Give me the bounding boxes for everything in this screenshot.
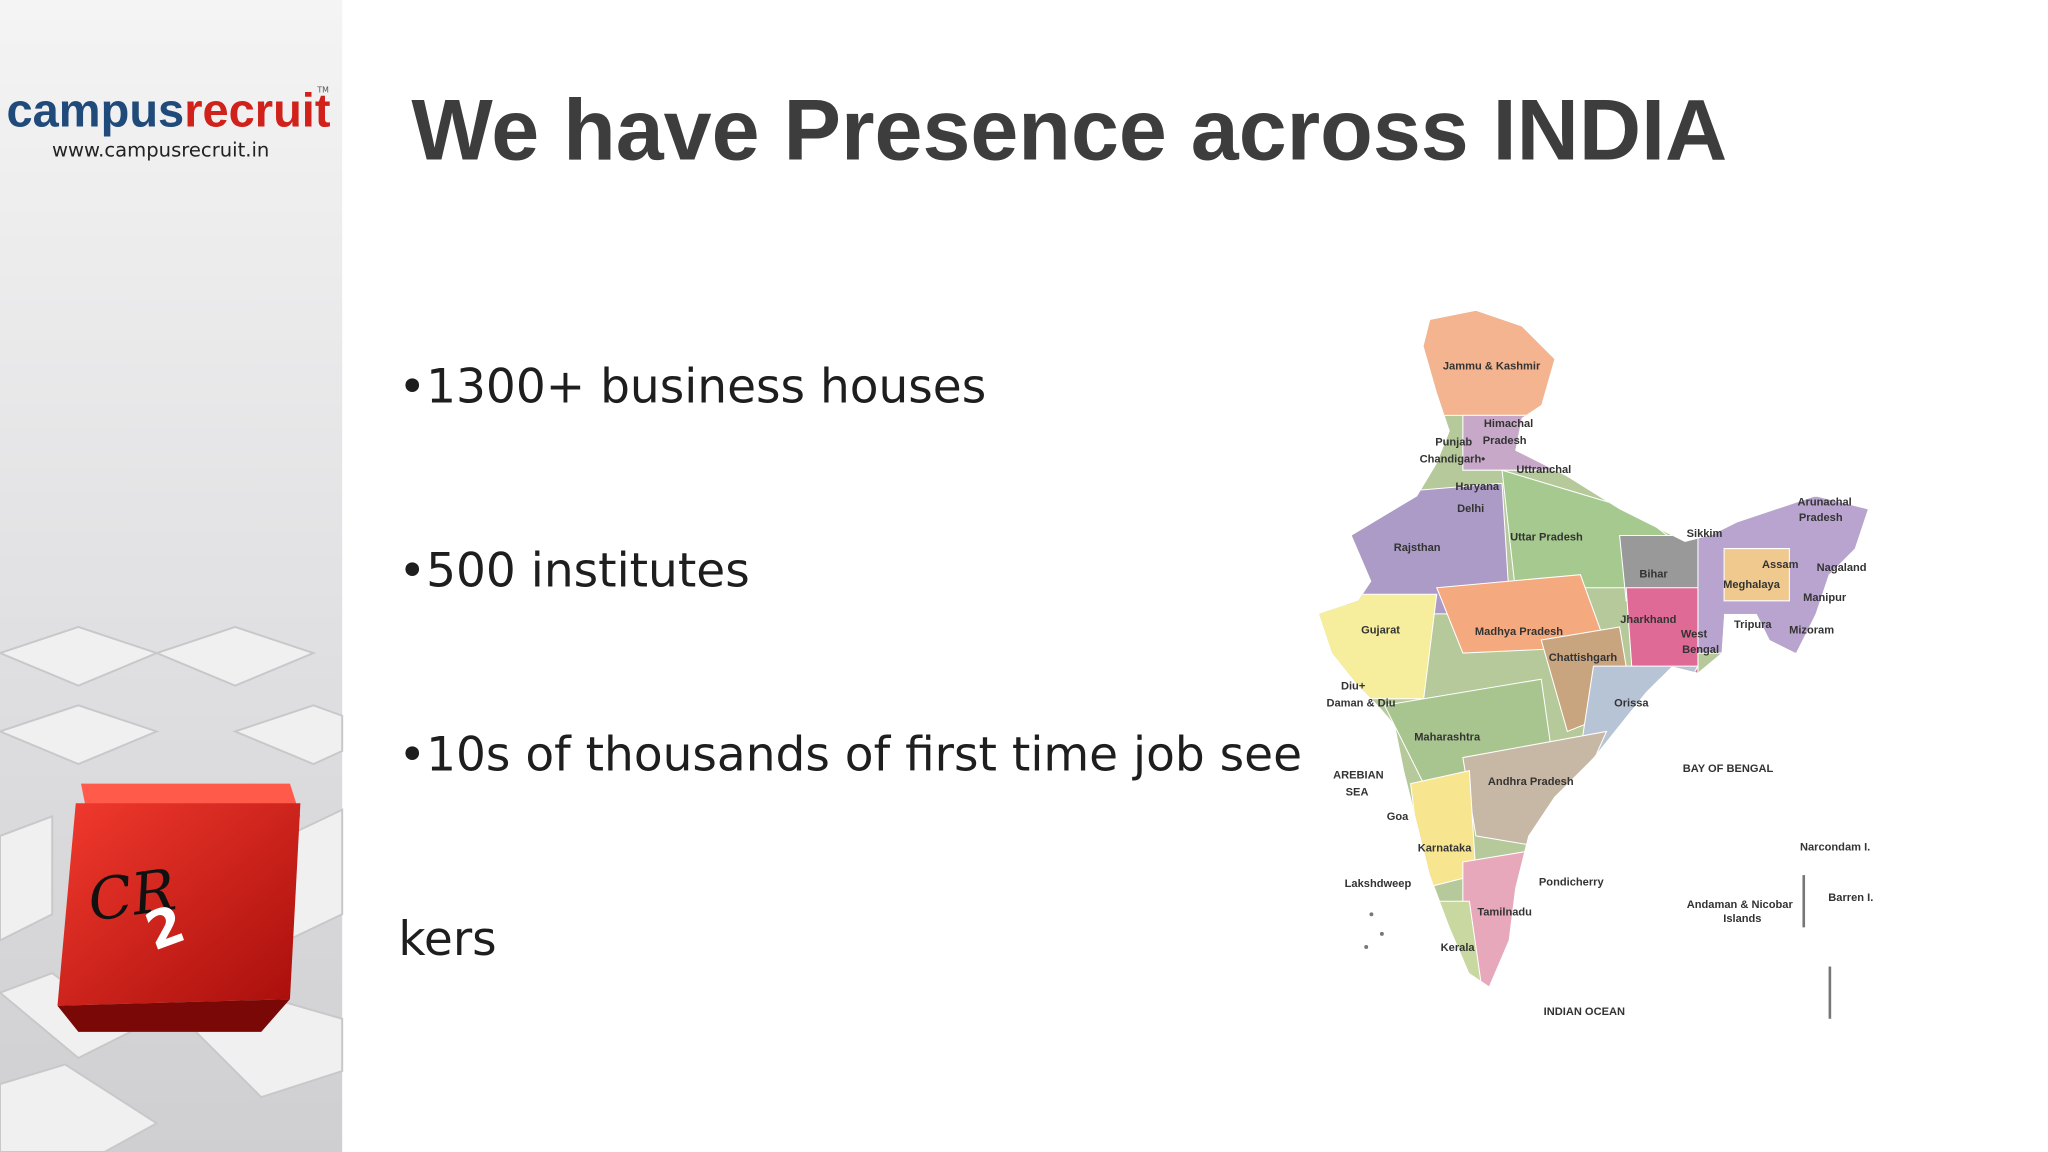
logo-wordmark: campusrecruit — [7, 84, 331, 137]
map-label: SEA — [1346, 786, 1369, 798]
map-label: Kerala — [1441, 942, 1476, 954]
map-label: Delhi — [1457, 503, 1484, 515]
map-label: Goa — [1387, 811, 1409, 823]
map-label: Mizoram — [1789, 624, 1834, 636]
cube-text: CR — [84, 856, 180, 934]
map-label: Pradesh — [1799, 512, 1843, 524]
map-label: Orissa — [1614, 698, 1649, 710]
red-cube: CR 2 — [57, 783, 301, 1032]
bullet: •1300+ business houses — [398, 359, 986, 414]
slide-title: We have Presence across INDIA — [411, 82, 1727, 178]
map-label: Rajsthan — [1394, 542, 1441, 554]
map-label: AREBIAN — [1333, 769, 1384, 781]
map-label: Andaman & Nicobar — [1687, 899, 1794, 911]
map-label: Karnataka — [1418, 843, 1472, 855]
map-label: Daman & Diu — [1326, 698, 1395, 710]
islands — [1364, 875, 1832, 1019]
map-label: Himachal — [1484, 418, 1533, 430]
map-label: Chattishgarh — [1549, 652, 1618, 664]
logo-url: www.campusrecruit.in — [52, 139, 269, 162]
logo-part: recruit — [184, 84, 331, 137]
map-label: Meghalaya — [1723, 579, 1781, 591]
map-label: Narcondam I. — [1800, 841, 1870, 853]
map-label: Andhra Pradesh — [1488, 776, 1574, 788]
map-label: Madhya Pradesh — [1475, 626, 1563, 638]
map-label: Gujarat — [1361, 624, 1400, 636]
bullet: kers — [398, 912, 496, 967]
map-label: Tripura — [1734, 619, 1772, 631]
map-label: Uttranchal — [1516, 464, 1571, 476]
map-label: Bihar — [1639, 568, 1668, 580]
map-label: Lakshdweep — [1345, 878, 1412, 890]
map-label: BAY OF BENGAL — [1683, 763, 1774, 775]
map-label: Maharashtra — [1414, 732, 1481, 744]
map-label: Diu+ — [1341, 681, 1366, 693]
map-label: Pradesh — [1483, 435, 1527, 447]
india-map: Jammu & Kashmir Himachal Pradesh Punjab Chan… — [1319, 310, 1873, 1019]
map-label: Uttar Pradesh — [1510, 532, 1583, 544]
map-label: Punjab — [1435, 436, 1472, 448]
map-label: Barren I. — [1828, 892, 1873, 904]
map-label: Chandigarh• — [1420, 453, 1486, 465]
map-label: Haryana — [1455, 481, 1500, 493]
logo-trademark: TM — [316, 86, 329, 95]
map-label: Islands — [1723, 913, 1761, 925]
tile-background — [0, 625, 344, 1152]
map-label: Assam — [1762, 559, 1799, 571]
map-label: Pondicherry — [1539, 877, 1605, 889]
bullet: •500 institutes — [398, 543, 749, 598]
map-label: Bengal — [1682, 644, 1719, 656]
map-label: Nagaland — [1817, 562, 1867, 574]
map-label: West — [1681, 628, 1708, 640]
map-label: Sikkim — [1687, 528, 1723, 540]
logo-part: campus — [7, 84, 185, 137]
bullet: •10s of thousands of first time job see — [398, 728, 1302, 783]
map-label: Arunachal — [1798, 496, 1852, 508]
map-label: INDIAN OCEAN — [1544, 1006, 1625, 1018]
map-label: Manipur — [1803, 592, 1847, 604]
map-label: Jammu & Kashmir — [1443, 361, 1541, 373]
map-label: Tamilnadu — [1477, 907, 1532, 919]
map-label: Jharkhand — [1620, 614, 1676, 626]
